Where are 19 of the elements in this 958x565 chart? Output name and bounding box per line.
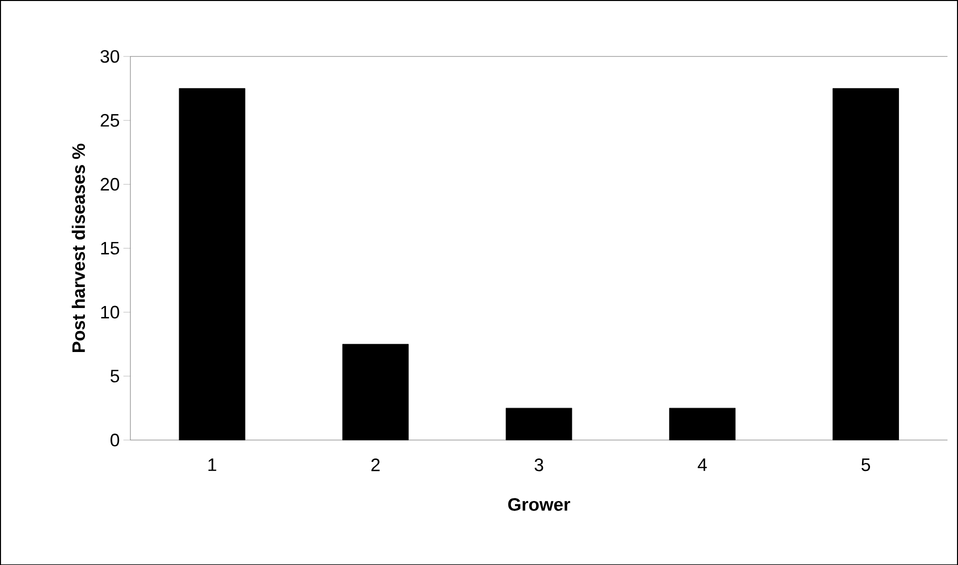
x-tick-label: 2 xyxy=(371,458,380,471)
bar xyxy=(832,88,899,440)
x-tick-label: 1 xyxy=(208,458,216,471)
y-tick-label: 10 xyxy=(101,306,120,318)
y-tick-label: 15 xyxy=(101,242,120,254)
bar xyxy=(669,408,736,440)
x-tick-label: 3 xyxy=(534,458,544,472)
bar xyxy=(178,88,246,440)
y-tick-label: 0 xyxy=(110,433,120,446)
y-tick-label: 25 xyxy=(100,114,120,127)
y-tick-label: 5 xyxy=(110,370,120,382)
x-tick-label: 5 xyxy=(862,458,870,471)
x-axis-title: Grower xyxy=(508,498,570,511)
bar xyxy=(506,408,572,440)
y-tick-label: 20 xyxy=(100,178,120,190)
y-axis-title: Post harvest diseases % xyxy=(72,144,85,352)
x-tick-label: 4 xyxy=(698,458,707,471)
bar xyxy=(342,344,409,440)
y-tick-label: 30 xyxy=(100,50,120,63)
